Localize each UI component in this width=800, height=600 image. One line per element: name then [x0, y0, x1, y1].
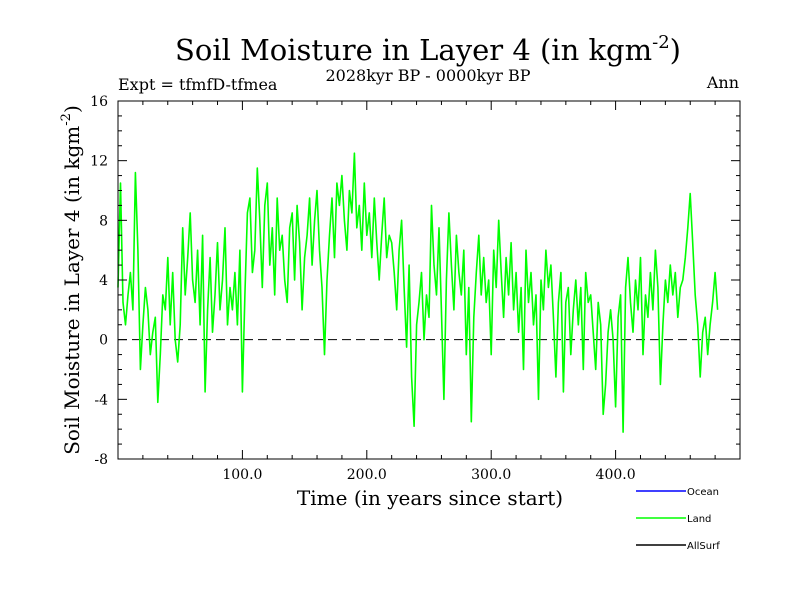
- y-axis-label: Soil Moisture in Layer 4 (in kgm-2): [59, 105, 84, 455]
- chart-title-superscript: -2: [652, 32, 670, 53]
- y-axis-label-tail: ): [60, 105, 84, 113]
- y-tick-label: 16: [90, 94, 108, 110]
- plot-area: -8 -4 0 4 8 12 16 100.0 200.0 300.0 400.0: [90, 94, 741, 483]
- legend-label-ocean: Ocean: [687, 487, 719, 498]
- y-tick-label: -8: [94, 452, 108, 468]
- x-tick-label: 100.0: [222, 467, 262, 483]
- series-line-land: [117, 152, 719, 433]
- y-tick-label: 8: [99, 213, 108, 229]
- experiment-note: Expt = tfmfD-tfmea: [118, 75, 278, 94]
- chart-title-main: Soil Moisture in Layer 4 (in kgm: [175, 33, 652, 67]
- x-tick-label: 400.0: [596, 467, 636, 483]
- x-tick-label: 300.0: [471, 467, 511, 483]
- y-axis-label-main: Soil Moisture in Layer 4 (in kgm: [60, 126, 84, 455]
- legend-label-land: Land: [687, 514, 711, 525]
- x-tick-label: 200.0: [347, 467, 387, 483]
- y-axis-label-superscript: -2: [59, 113, 74, 126]
- y-tick-label: 12: [90, 154, 108, 170]
- chart-title: Soil Moisture in Layer 4 (in kgm-2): [175, 32, 681, 67]
- x-axis-label: Time (in years since start): [297, 486, 563, 510]
- y-tick-label: 0: [99, 333, 108, 349]
- legend-label-allsurf: AllSurf: [687, 541, 720, 552]
- legend: Ocean Land AllSurf: [636, 487, 720, 552]
- chart-subtitle: 2028kyr BP - 0000kyr BP: [326, 66, 531, 85]
- chart-title-tail: ): [670, 33, 681, 67]
- y-tick-label: -4: [94, 392, 108, 408]
- y-tick-label: 4: [99, 273, 108, 289]
- season-note: Ann: [706, 73, 739, 92]
